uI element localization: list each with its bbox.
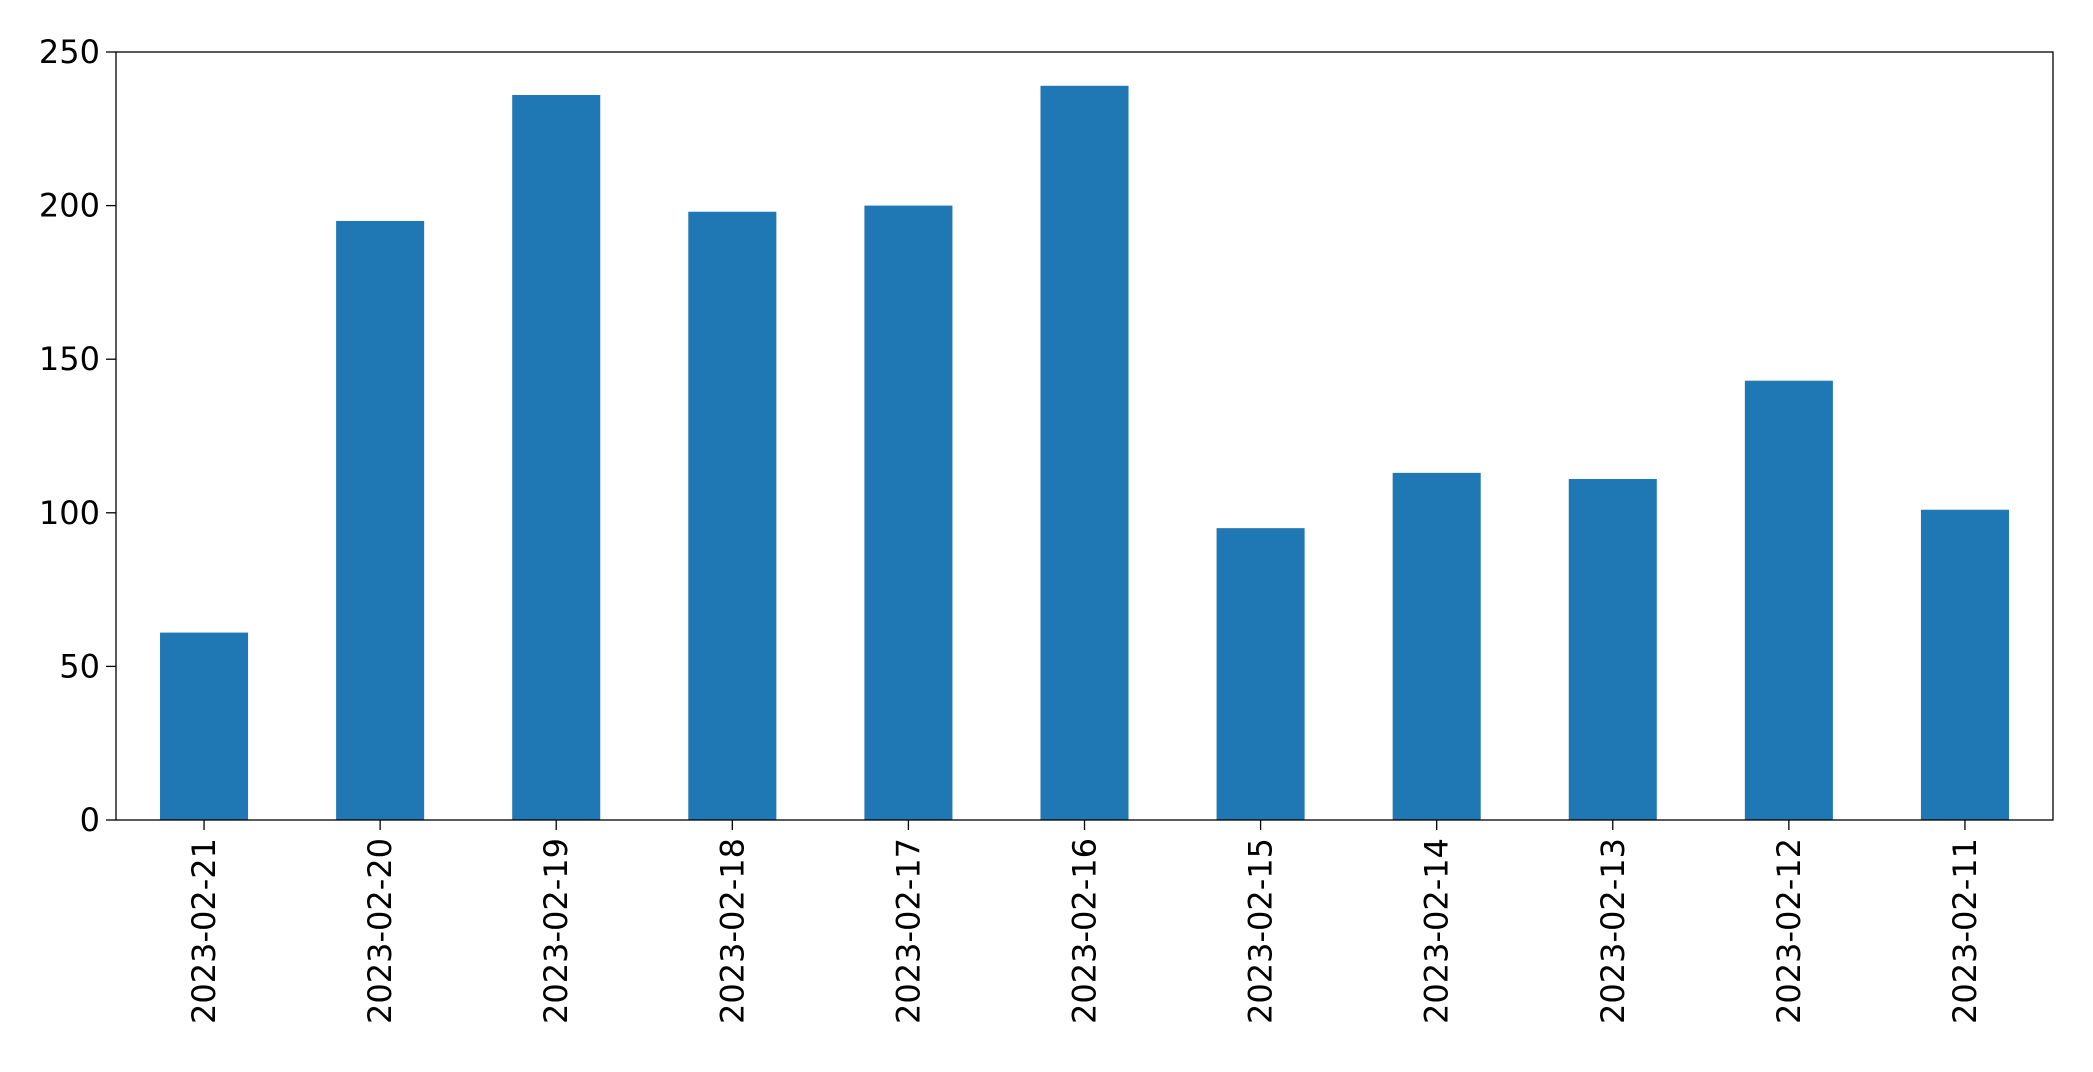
bar [1744, 380, 1833, 820]
x-tick-label: 2023-02-12 [1770, 838, 1808, 1024]
x-tick-label: 2023-02-17 [889, 838, 927, 1024]
y-tick-label: 50 [59, 647, 100, 685]
bar [1216, 528, 1305, 820]
x-tick-label: 2023-02-11 [1946, 838, 1984, 1024]
x-tick-label: 2023-02-16 [1066, 838, 1104, 1024]
x-tick-label: 2023-02-15 [1242, 838, 1280, 1024]
bar [512, 95, 601, 821]
bar [1920, 509, 2009, 820]
bar [1040, 85, 1129, 821]
bar [160, 632, 249, 820]
y-tick-label: 0 [80, 801, 100, 839]
x-tick-label: 2023-02-20 [361, 838, 399, 1024]
bar [688, 211, 777, 820]
x-tick-label: 2023-02-18 [713, 838, 751, 1024]
x-tick-label: 2023-02-13 [1594, 838, 1632, 1024]
y-tick-label: 200 [39, 187, 100, 225]
bar [864, 205, 953, 821]
y-tick-label: 150 [39, 340, 100, 378]
bar [336, 220, 425, 820]
y-tick-label: 100 [39, 494, 100, 532]
x-tick-label: 2023-02-19 [537, 838, 575, 1024]
x-tick-label: 2023-02-21 [185, 838, 223, 1024]
x-tick-label: 2023-02-14 [1418, 838, 1456, 1024]
plot-frame [115, 51, 2054, 821]
bar [1568, 479, 1657, 820]
y-tick-label: 250 [39, 33, 100, 71]
bar [1392, 472, 1481, 820]
